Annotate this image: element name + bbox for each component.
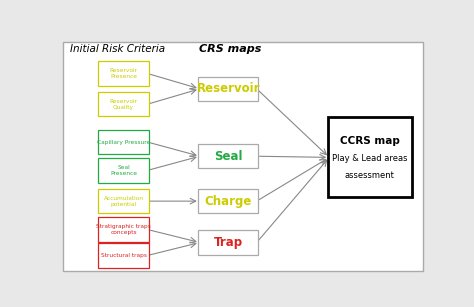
FancyBboxPatch shape: [98, 189, 149, 213]
FancyBboxPatch shape: [98, 217, 149, 242]
FancyBboxPatch shape: [98, 61, 149, 86]
Text: CRS maps: CRS maps: [199, 44, 261, 54]
FancyBboxPatch shape: [98, 92, 149, 116]
Text: Capillary Pressure: Capillary Pressure: [97, 140, 150, 145]
Text: Structural traps: Structural traps: [100, 253, 146, 258]
FancyBboxPatch shape: [63, 41, 423, 271]
Text: Seal
Presence: Seal Presence: [110, 165, 137, 176]
Text: Initial Risk Criteria: Initial Risk Criteria: [70, 44, 165, 54]
FancyBboxPatch shape: [198, 77, 258, 101]
FancyBboxPatch shape: [98, 130, 149, 154]
Text: Trap: Trap: [214, 236, 243, 249]
FancyBboxPatch shape: [198, 144, 258, 169]
Text: Stratigraphic traps
concepts: Stratigraphic traps concepts: [96, 224, 151, 235]
Text: assessment: assessment: [345, 171, 394, 180]
Text: Play & Lead areas: Play & Lead areas: [332, 154, 408, 163]
Text: Accumulation
potential: Accumulation potential: [103, 196, 144, 207]
Text: CCRS map: CCRS map: [340, 136, 400, 146]
Text: Charge: Charge: [205, 195, 252, 208]
Text: Seal: Seal: [214, 150, 243, 163]
Text: Reservoir
Presence: Reservoir Presence: [109, 68, 137, 79]
FancyBboxPatch shape: [328, 118, 411, 197]
FancyBboxPatch shape: [198, 189, 258, 213]
FancyBboxPatch shape: [98, 243, 149, 268]
Text: Reservoir
Quality: Reservoir Quality: [109, 99, 137, 110]
FancyBboxPatch shape: [198, 230, 258, 255]
FancyBboxPatch shape: [98, 158, 149, 183]
Text: Reservoir: Reservoir: [197, 82, 260, 95]
